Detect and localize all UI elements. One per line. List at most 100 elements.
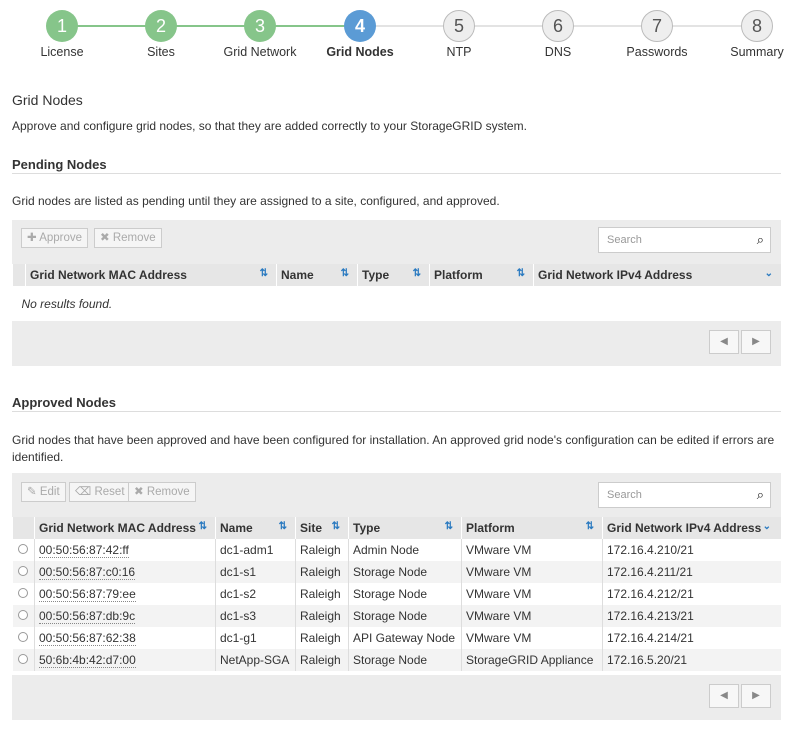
row-radio[interactable] (18, 632, 29, 642)
step-number: 3 (244, 10, 276, 42)
pending-table: Grid Network MAC Address ⇅ Name ⇅ Type ⇅ Pl… (12, 264, 781, 322)
search-icon[interactable]: ⌕ (756, 232, 764, 247)
cell: Raleigh (295, 583, 349, 605)
wizard-step-1: 1 License (2, 10, 122, 59)
table-row[interactable]: 00:50:56:87:42:ff dc1-adm1 Raleigh Admin No… (13, 539, 781, 561)
cell[interactable]: 00:50:56:87:79:ee (34, 583, 216, 605)
approved-heading: Approved Nodes (12, 395, 117, 410)
pending-remove-button[interactable]: ✖ Remove (94, 228, 162, 248)
row-radio[interactable] (18, 588, 29, 598)
cell: dc1-adm1 (215, 539, 296, 561)
column-header-type[interactable]: Type ⇅ (348, 517, 462, 539)
sort-icon: ⇅ (585, 521, 594, 532)
table-row[interactable]: 50:6b:4b:42:d7:00 NetApp-SGA Raleigh Storag… (12, 649, 781, 671)
step-label: DNS (544, 45, 572, 59)
select-column-header (12, 517, 35, 539)
page-title: Grid Nodes (12, 92, 83, 108)
column-header-type[interactable]: Type ⇅ (357, 264, 430, 286)
cell: Storage Node (348, 561, 462, 583)
column-header-mac[interactable]: Grid Network MAC Address ⇅ (25, 264, 277, 286)
page-description: Approve and configure grid nodes, so tha… (12, 119, 527, 133)
select-column-header (12, 264, 26, 286)
wizard-step-8: 8 Summary (697, 10, 794, 59)
column-header-name[interactable]: Name ⇅ (276, 264, 358, 286)
empty-message: No results found. (21, 297, 113, 311)
step-label: Sites (147, 45, 175, 59)
cell[interactable]: 00:50:56:87:db:9c (34, 605, 216, 627)
table-row[interactable]: 00:50:56:87:db:9c dc1-s3 Raleigh Storage No… (12, 605, 781, 627)
next-page-button[interactable]: ▶ (741, 330, 771, 354)
step-label: License (40, 45, 84, 59)
pending-footer (12, 321, 781, 366)
mac-link: 00:50:56:87:42:ff (39, 543, 129, 558)
step-number: 8 (741, 10, 773, 42)
step-label: Passwords (626, 45, 688, 59)
cell: NetApp-SGA (215, 649, 296, 671)
pending-search-input[interactable]: Search ⌕ (598, 227, 771, 253)
sort-icon: ⇅ (444, 521, 453, 532)
table-row[interactable]: 00:50:56:87:62:38 dc1-g1 Raleigh API Gatewa… (13, 627, 781, 649)
sort-icon: ⇅ (340, 268, 349, 279)
column-header-name[interactable]: Name ⇅ (215, 517, 296, 539)
approve-label: Approve (39, 232, 83, 244)
mac-link: 00:50:56:87:c0:16 (39, 565, 136, 580)
cell: 172.16.4.210/21 (602, 539, 781, 561)
row-radio[interactable] (18, 610, 29, 620)
cell: 172.16.5.20/21 (602, 649, 781, 671)
wizard-step-4: 4 Grid Nodes (300, 10, 420, 59)
edit-button[interactable]: ✎ Edit (21, 482, 66, 502)
sort-down-icon: ⌄ (764, 268, 773, 279)
pending-description: Grid nodes are listed as pending until t… (12, 194, 500, 208)
sort-icon: ⇅ (516, 268, 525, 279)
cell: Raleigh (295, 539, 349, 561)
cell: VMware VM (461, 627, 603, 649)
approve-button[interactable]: ✚ Approve (21, 228, 89, 248)
cell: VMware VM (461, 561, 603, 583)
search-placeholder: Search (607, 234, 642, 246)
step-number: 5 (443, 10, 475, 42)
cell[interactable]: 00:50:56:87:c0:16 (34, 561, 216, 583)
column-header-platform[interactable]: Platform ⇅ (429, 264, 534, 286)
prev-page-button[interactable]: ◀ (709, 684, 739, 708)
cell: Raleigh (295, 605, 349, 627)
sort-down-icon: ⌄ (762, 521, 771, 532)
column-header-ipv4[interactable]: Grid Network IPv4 Address ⌄ (533, 264, 781, 286)
cell[interactable]: 00:50:56:87:62:38 (34, 627, 216, 649)
prev-page-button[interactable]: ◀ (709, 330, 739, 354)
approved-remove-button[interactable]: ✖ Remove (128, 482, 196, 502)
cell[interactable]: 00:50:56:87:42:ff (34, 539, 216, 561)
column-header-platform[interactable]: Platform ⇅ (461, 517, 603, 539)
approved-search-input[interactable]: Search ⌕ (598, 482, 771, 508)
cell: Raleigh (295, 561, 349, 583)
row-radio[interactable] (18, 544, 29, 554)
column-header-ipv4[interactable]: Grid Network IPv4 Address ⌄ (602, 517, 781, 539)
cell: Raleigh (295, 649, 349, 671)
cell: dc1-s2 (215, 583, 296, 605)
reset-button[interactable]: ⌫ Reset (69, 482, 131, 502)
row-radio[interactable] (18, 654, 29, 664)
cell[interactable]: 50:6b:4b:42:d7:00 (34, 649, 216, 671)
step-number: 6 (542, 10, 574, 42)
step-label: Grid Network (223, 45, 297, 59)
approved-table: Grid Network MAC Address ⇅ Name ⇅ Site ⇅ Ty… (12, 517, 781, 671)
table-row[interactable]: 00:50:56:87:c0:16 dc1-s1 Raleigh Storage No… (12, 561, 781, 583)
wizard-step-5: 5 NTP (399, 10, 519, 59)
table-row[interactable]: 00:50:56:87:79:ee dc1-s2 Raleigh Storage No… (13, 583, 781, 605)
divider (12, 173, 781, 174)
next-page-button[interactable]: ▶ (741, 684, 771, 708)
step-number: 7 (641, 10, 673, 42)
cell: 172.16.4.213/21 (602, 605, 781, 627)
step-number: 1 (46, 10, 78, 42)
mac-link: 00:50:56:87:db:9c (39, 609, 136, 624)
column-header-site[interactable]: Site ⇅ (295, 517, 349, 539)
divider (12, 411, 781, 412)
column-header-mac[interactable]: Grid Network MAC Address ⇅ (34, 517, 216, 539)
cell: dc1-s3 (215, 605, 296, 627)
approved-footer (12, 675, 781, 720)
cell: Storage Node (348, 605, 462, 627)
search-icon[interactable]: ⌕ (756, 487, 764, 502)
row-radio[interactable] (18, 566, 29, 576)
cell: 172.16.4.214/21 (602, 627, 781, 649)
wizard-step-2: 2 Sites (101, 10, 221, 59)
cell: Storage Node (348, 649, 462, 671)
